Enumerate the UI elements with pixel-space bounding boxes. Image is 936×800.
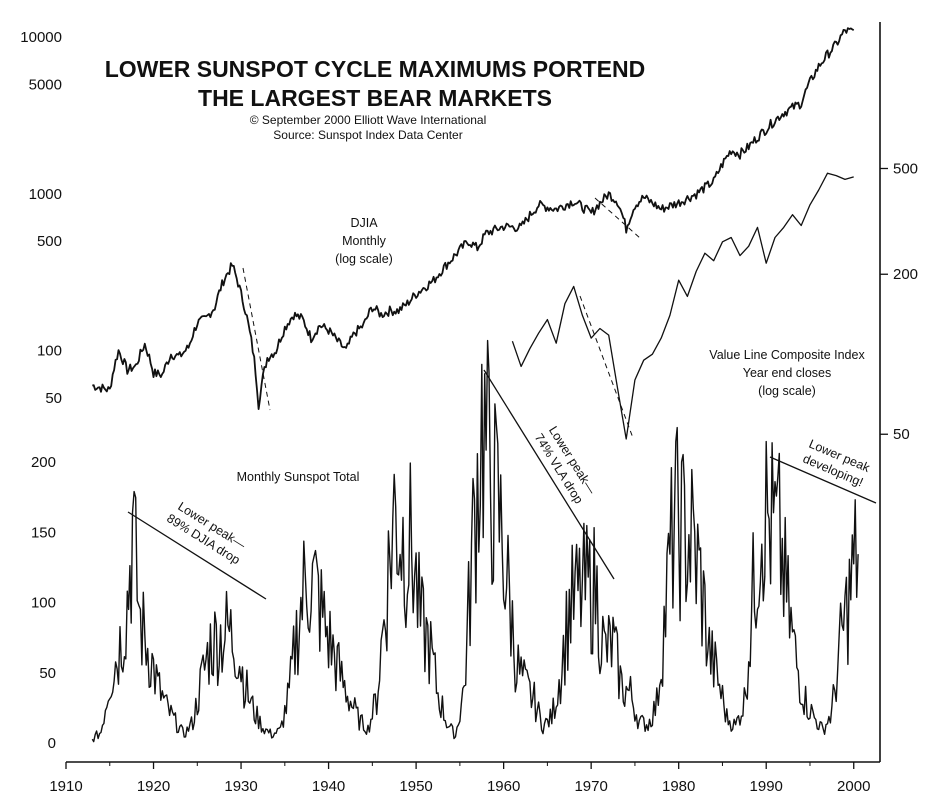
value-line-label: Value Line Composite Index Year end clos… (709, 348, 865, 398)
djia-y-tick-label: 1000 (29, 186, 62, 203)
sunspot-y-tick-label: 50 (39, 665, 56, 682)
sunspot-label: Monthly Sunspot Total (237, 470, 360, 484)
x-tick-label: 1990 (750, 778, 783, 795)
value-line-decline-dashed-line (579, 295, 634, 439)
sunspot-series-line (91, 339, 859, 743)
djia-label: DJIA Monthly (log scale) (335, 216, 393, 266)
value-line-y-tick-label: 50 (893, 426, 910, 443)
value-line-y-tick-label: 500 (893, 160, 918, 177)
djia-label-line-3: (log scale) (335, 252, 393, 266)
value-line-axis-ticks: 500 200 50 (880, 160, 918, 443)
djia-series-line (92, 27, 855, 410)
djia-label-line-1: DJIA (350, 216, 378, 230)
annotation-1960s-trend-line (483, 369, 615, 580)
djia-decline-dashed-line (242, 267, 271, 411)
sunspot-axis-ticks: 200 150 100 50 0 (31, 454, 56, 752)
x-tick-label: 2000 (837, 778, 870, 795)
sunspot-y-tick-label: 100 (31, 595, 56, 612)
x-tick-label: 1930 (224, 778, 257, 795)
value-line-label-line-3: (log scale) (758, 384, 816, 398)
chart-title: LOWER SUNSPOT CYCLE MAXIMUMS PORTEND THE… (105, 56, 646, 142)
value-line-label-line-2: Year end closes (743, 366, 832, 380)
x-tick-label: 1950 (399, 778, 432, 795)
djia-y-tick-label: 50 (45, 390, 62, 407)
copyright-note: © September 2000 Elliott Wave Internatio… (250, 113, 487, 127)
x-tick-label: 1980 (662, 778, 695, 795)
djia-axis-ticks: 10000 5000 1000 500 100 50 (20, 29, 62, 407)
x-tick-label: 1920 (137, 778, 170, 795)
sunspot-y-tick-label: 0 (48, 735, 56, 752)
djia-y-tick-label: 5000 (29, 76, 62, 93)
djia-y-tick-label: 10000 (20, 29, 62, 46)
djia-y-tick-label: 500 (37, 233, 62, 250)
x-axis-ticks: 1910 1920 1930 1940 1950 1960 1970 1980 1990 2000 (49, 762, 870, 795)
value-line-y-tick-label: 200 (893, 266, 918, 283)
annotation-1960s: Lower peak— 74% VLA drop (483, 369, 615, 580)
annotation-1920s-trend-line (127, 511, 267, 600)
annotation-1920s: Lower peak— 89% DJIA drop (127, 499, 267, 600)
value-line-label-line-1: Value Line Composite Index (709, 348, 865, 362)
source-note: Source: Sunspot Index Data Center (273, 128, 462, 142)
sunspot-y-tick-label: 150 (31, 524, 56, 541)
sunspot-y-tick-label: 200 (31, 454, 56, 471)
x-tick-label: 1940 (312, 778, 345, 795)
djia-1970s-dashed-line (594, 197, 641, 239)
x-tick-label: 1910 (49, 778, 82, 795)
annotation-1990s: Lower peak developing! (769, 437, 877, 504)
title-line-1: LOWER SUNSPOT CYCLE MAXIMUMS PORTEND (105, 56, 646, 82)
title-line-2: THE LARGEST BEAR MARKETS (198, 85, 552, 111)
x-tick-label: 1970 (574, 778, 607, 795)
djia-y-tick-label: 100 (37, 343, 62, 360)
annotation-1990s-trend-line (769, 456, 877, 504)
djia-label-line-2: Monthly (342, 234, 387, 248)
value-line-series-line (511, 172, 854, 440)
x-tick-label: 1960 (487, 778, 520, 795)
